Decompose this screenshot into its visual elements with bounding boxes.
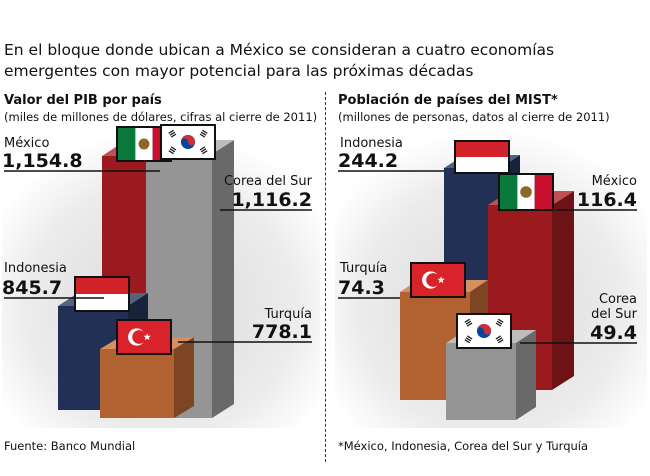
population-bar-mexico [488, 191, 574, 390]
gdp-panel-title: Valor del PIB por país [4, 93, 162, 108]
gdp-turkey-flag-icon [116, 319, 172, 355]
gdp-category-mexico: México [4, 136, 49, 151]
gdp-category-turkey: Turquía [264, 307, 312, 322]
population-value-south-korea: 49.4 [590, 322, 637, 344]
gdp-value-south-korea: 1,116.2 [231, 189, 312, 211]
gdp-indonesia-flag-icon [74, 276, 130, 312]
source-note: Fuente: Banco Mundial [4, 439, 136, 453]
gdp-category-south-korea: Corea del Sur [224, 174, 313, 189]
gdp-value-mexico: 1,154.8 [2, 150, 83, 172]
gdp-panel-subtitle: (miles de millones de dólares, cifras al… [4, 110, 318, 124]
population-indonesia-flag-icon [454, 140, 510, 174]
population-value-indonesia: 244.2 [338, 150, 398, 172]
population-category-indonesia: Indonesia [340, 136, 403, 151]
population-value-turkey: 74.3 [338, 277, 385, 299]
panel-divider [325, 92, 326, 462]
population-mexico-flag-icon [498, 173, 554, 211]
headline: En el bloque donde ubican a México se co… [4, 41, 555, 80]
footnote: *México, Indonesia, Corea del Sur y Turq… [338, 439, 589, 453]
population-value-mexico: 116.4 [577, 189, 637, 211]
gdp-value-indonesia: 845.7 [2, 277, 62, 299]
gdp-value-turkey: 778.1 [252, 321, 312, 343]
population-category-turkey: Turquía [339, 261, 387, 276]
population-panel-subtitle: (millones de personas, datos al cierre d… [338, 110, 610, 124]
gdp-south-korea-flag-icon [160, 124, 216, 160]
population-turkey-flag-icon [410, 262, 466, 298]
population-south-korea-flag-icon [456, 313, 512, 349]
gdp-category-indonesia: Indonesia [4, 261, 67, 276]
population-category-south-korea-line1: Corea [599, 292, 637, 307]
population-category-mexico: México [592, 174, 637, 189]
population-category-south-korea-line2: del Sur [591, 307, 637, 322]
population-panel-title: Población de países del MIST* [338, 93, 558, 108]
